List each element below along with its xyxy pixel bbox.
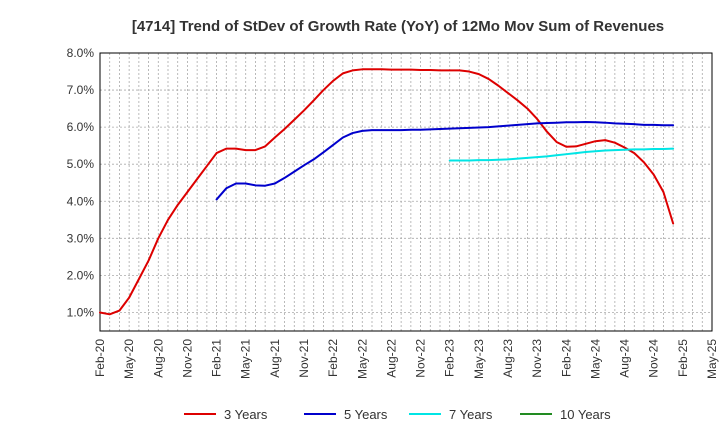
legend-label-10-years: 10 Years: [560, 407, 611, 422]
x-tick-label: Nov-21: [297, 339, 311, 378]
x-tick-label: Aug-24: [618, 339, 632, 378]
series-line-7-years: [448, 147, 675, 162]
y-tick-label: 4.0%: [67, 194, 95, 208]
x-tick-label: May-25: [705, 339, 719, 379]
chart-title: [4714] Trend of StDev of Growth Rate (Yo…: [132, 18, 664, 35]
series-line-3-years: [99, 68, 675, 316]
y-tick-label: 7.0%: [67, 83, 95, 97]
plot-area: [100, 53, 712, 331]
x-tick-label: Feb-21: [210, 339, 224, 377]
x-tick-label: Aug-20: [151, 339, 165, 378]
x-tick-label: Nov-22: [414, 339, 428, 378]
y-tick-label: 1.0%: [67, 305, 95, 319]
x-tick-label: May-21: [239, 339, 253, 379]
x-tick-label: Aug-23: [501, 339, 515, 378]
x-tick-label: Nov-23: [530, 339, 544, 378]
y-tick-label: 3.0%: [67, 231, 95, 245]
y-tick-label: 6.0%: [67, 120, 95, 134]
x-tick-label: Feb-23: [443, 339, 457, 377]
grid-lines: [100, 52, 712, 331]
y-axis-ticks: 1.0% 2.0% 3.0% 4.0% 5.0% 6.0% 7.0% 8.0%: [67, 46, 95, 319]
legend-label-3-years: 3 Years: [224, 407, 268, 422]
legend-label-7-years: 7 Years: [449, 407, 493, 422]
x-tick-label: Aug-22: [384, 339, 398, 378]
x-tick-label: Aug-21: [268, 339, 282, 378]
y-tick-label: 5.0%: [67, 157, 95, 171]
plot-border: [99, 52, 713, 332]
x-tick-label: Nov-20: [180, 339, 194, 378]
legend-label-5-years: 5 Years: [344, 407, 388, 422]
series-line-5-years: [215, 120, 675, 201]
x-tick-label: May-22: [355, 339, 369, 379]
y-tick-label: 8.0%: [67, 46, 95, 60]
x-tick-label: Nov-24: [647, 339, 661, 378]
series-lines: [99, 68, 675, 316]
x-axis-ticks: Feb-20 May-20 Aug-20 Nov-20 Feb-21 May-21 Aug-…: [93, 339, 719, 379]
x-tick-label: May-23: [472, 339, 486, 379]
y-tick-label: 2.0%: [67, 268, 95, 282]
legend: 3 Years 5 Years 7 Years 10 Years: [184, 407, 611, 422]
x-tick-label: Feb-20: [93, 339, 107, 377]
x-tick-label: Feb-25: [676, 339, 690, 377]
x-tick-label: May-20: [122, 339, 136, 379]
x-tick-label: May-24: [588, 339, 602, 379]
x-tick-label: Feb-22: [326, 339, 340, 377]
x-tick-label: Feb-24: [559, 339, 573, 377]
